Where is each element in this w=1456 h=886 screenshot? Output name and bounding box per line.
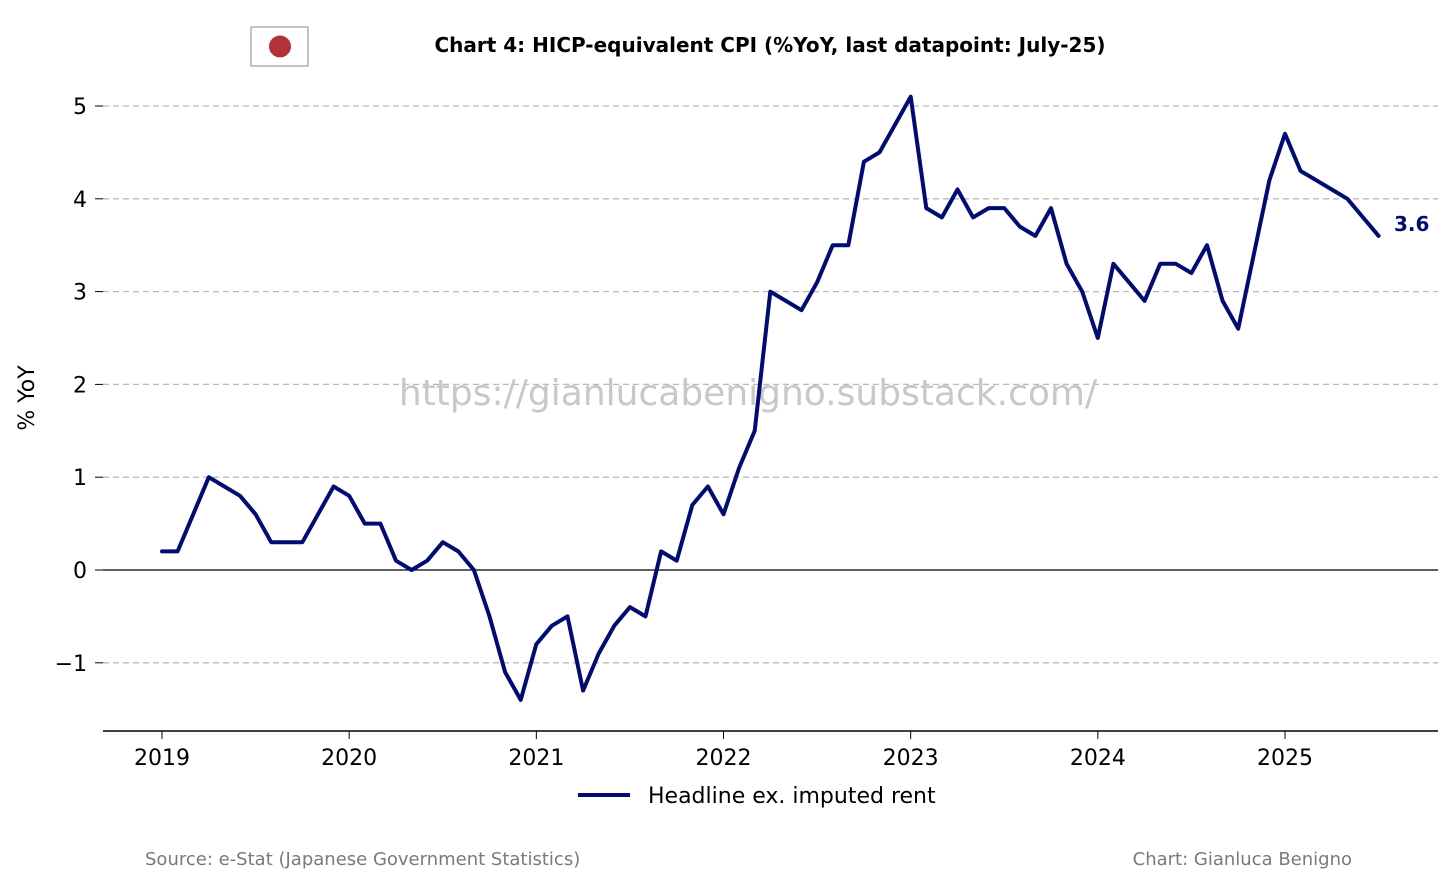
chart-title: Chart 4: HICP-equivalent CPI (%YoY, last… [434,33,1105,57]
y-axis-label: % YoY [15,365,40,431]
legend: Headline ex. imputed rent [578,784,936,809]
watermark: https://gianlucabenigno.substack.com/ [399,373,1098,414]
y-tick-labels: −1 0 1 2 3 4 5 [55,95,87,677]
axes [95,105,1438,739]
chart-credit: Chart: Gianluca Benigno [1133,849,1352,870]
y-tick-label: 2 [73,373,87,398]
grid-lines [103,105,1438,664]
x-tick-labels: 2019 2020 2021 2022 2023 2024 2025 [134,746,1313,771]
source-note: Source: e-Stat (Japanese Government Stat… [145,849,580,870]
legend-label: Headline ex. imputed rent [648,784,936,809]
x-tick-label: 2023 [883,746,939,771]
y-tick-label: 5 [73,95,87,120]
y-tick-label: −1 [55,652,87,677]
x-tick-label: 2021 [508,746,564,771]
x-tick-label: 2019 [134,746,190,771]
y-tick-label: 1 [73,466,87,491]
x-tick-label: 2020 [321,746,377,771]
last-value-label: 3.6 [1394,212,1429,236]
x-tick-label: 2024 [1070,746,1126,771]
y-tick-label: 3 [73,281,87,306]
series-line [160,94,1381,702]
y-tick-label: 4 [73,188,87,213]
series-layer [160,94,1381,702]
japan-flag-icon [250,26,309,67]
y-tick-label: 0 [73,559,87,584]
x-tick-label: 2022 [696,746,752,771]
x-tick-label: 2025 [1257,746,1313,771]
